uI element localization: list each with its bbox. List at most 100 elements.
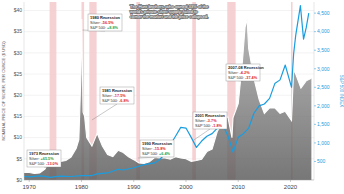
- grid-line: [24, 31, 314, 32]
- annotation-row: S&P 500: +8.8%: [90, 26, 119, 30]
- y2-tick-label: 2,000: [317, 103, 330, 109]
- row-value: +8.8%: [107, 26, 118, 30]
- y2-axis: [314, 2, 315, 180]
- row-value: -37.4%: [245, 76, 258, 80]
- recession-band: [192, 2, 196, 180]
- y2-tick-label: 500: [317, 158, 326, 164]
- annotation-row: Silver: -15.8%: [142, 147, 166, 151]
- row-value: -15.8%: [154, 147, 167, 151]
- y2-tick-label: 4,500: [317, 10, 330, 16]
- row-label: Silver:: [90, 21, 102, 25]
- y-tick-label: $20: [14, 92, 23, 98]
- row-label: Silver:: [228, 71, 240, 75]
- y-tick-label: $25: [14, 71, 23, 77]
- annotation: 1990 RecessionSilver: -15.8%S&P 500: +6.…: [138, 140, 174, 158]
- annotation-box: [140, 140, 174, 157]
- plot-area: [24, 2, 314, 180]
- annotation: 1973 RecessionSilver: +65.5%S&P 500: -13…: [27, 150, 61, 168]
- x-tick: [29, 180, 30, 182]
- y-axis: [24, 2, 25, 180]
- annotation-title: 1990 Recession: [142, 141, 173, 146]
- row-value: -56.5%: [102, 21, 115, 25]
- row-value: -17.5%: [114, 94, 127, 98]
- y2-tick-label: 1,500: [317, 121, 330, 127]
- annotation-title: 1980 Recession: [90, 15, 121, 20]
- y2-tick: [314, 161, 316, 162]
- row-label: S&P 500:: [102, 99, 119, 103]
- y2-tick: [314, 31, 316, 32]
- y2-tick: [314, 105, 316, 106]
- y-tick-label: $15: [14, 113, 23, 119]
- row-value: -13.0%: [46, 162, 59, 166]
- y-tick-label: $10: [14, 134, 23, 140]
- y2-tick: [314, 50, 316, 51]
- y-tick-label: $30: [14, 50, 23, 56]
- x-tick-label: 1970: [23, 184, 37, 190]
- y2-tick: [314, 87, 316, 88]
- row-value: -3.7%: [207, 119, 218, 123]
- y2-tick-label: 3,500: [317, 47, 330, 53]
- y2-tick-label: 4,000: [317, 28, 330, 34]
- x-tick: [81, 180, 82, 182]
- y-tick-label: $5: [16, 156, 22, 162]
- recession-band: [136, 2, 140, 180]
- y-tick-label: $0: [16, 177, 22, 183]
- annotation: 1981 RecessionSilver: -17.5%S&P 500: -6.…: [92, 87, 134, 120]
- y-tick-label: $35: [14, 28, 23, 34]
- row-label: Silver:: [102, 94, 114, 98]
- annotation-row: Silver: -4.2%: [228, 71, 250, 75]
- x-tick: [185, 180, 186, 182]
- grid-line: [24, 52, 314, 53]
- annotation-row: Silver: -17.5%: [102, 94, 126, 98]
- y2-tick-label: 1,000: [317, 140, 330, 146]
- x-tick-label: 1980: [75, 184, 89, 190]
- annotation: 2007-08 RecessionSilver: -4.2%S&P 500: -…: [226, 64, 264, 81]
- annotation-row: Silver: -56.5%: [90, 21, 114, 25]
- y2-tick-label: 3,000: [317, 66, 330, 72]
- chart: 197019801990200020102020$0$5$10$15$20$25…: [0, 0, 344, 194]
- grid-line: [24, 74, 314, 75]
- silver-line: [24, 19, 311, 173]
- x-tick-label: 2010: [232, 184, 246, 190]
- row-label: Silver:: [195, 119, 207, 123]
- annotation-box: [100, 87, 134, 104]
- annotation-box: [27, 150, 61, 167]
- y2-tick: [314, 124, 316, 125]
- row-value: +65.5%: [41, 157, 55, 161]
- row-label: Silver:: [29, 157, 41, 161]
- leader-line: [194, 129, 210, 140]
- annotation-row: S&P 500: -37.4%: [228, 76, 258, 80]
- x-tick: [290, 180, 291, 182]
- row-label: S&P 500:: [142, 152, 159, 156]
- x-tick-label: 2020: [284, 184, 298, 190]
- annotation-title: 2007-08 Recession: [228, 65, 264, 70]
- annotation-title: 2001 Recession: [195, 113, 226, 118]
- row-label: S&P 500:: [228, 76, 245, 80]
- y2-tick: [314, 142, 316, 143]
- sp500-line: [24, 6, 309, 178]
- y2-axis-title: S&P 500 INDEX: [339, 75, 344, 108]
- row-label: S&P 500:: [90, 26, 107, 30]
- annotation-row: Silver: +65.5%: [29, 157, 54, 161]
- leader-line: [92, 104, 117, 120]
- x-tick: [238, 180, 239, 182]
- x-tick: [133, 180, 134, 182]
- row-value: +6.4%: [159, 152, 170, 156]
- x-axis: [24, 180, 314, 181]
- annotation-row: Silver: -3.7%: [195, 119, 217, 123]
- annotation-row: S&P 500: +6.4%: [142, 152, 171, 156]
- row-label: S&P 500:: [195, 124, 212, 128]
- annotation-row: S&P 500: -13.0%: [29, 162, 59, 166]
- annotation-row: S&P 500: -1.8%: [195, 124, 223, 128]
- annotation: 1980 RecessionSilver: -56.5%S&P 500: +8.…: [83, 14, 122, 31]
- row-label: Silver:: [142, 147, 154, 151]
- row-value: -6.8%: [119, 99, 130, 103]
- note: The Hunt brothers, who owned 33% of thew…: [130, 4, 209, 19]
- y2-tick: [314, 13, 316, 14]
- annotation: 2001 RecessionSilver: -3.7%S&P 500: -1.8…: [193, 112, 227, 140]
- y2-tick-label: 2,500: [317, 84, 330, 90]
- row-value: -1.8%: [212, 124, 223, 128]
- x-tick-label: 1990: [127, 184, 141, 190]
- row-value: -4.2%: [240, 71, 251, 75]
- y-axis-title: NOMINAL PRICE OF SILVER, PER OUNCE ($ US…: [1, 41, 6, 141]
